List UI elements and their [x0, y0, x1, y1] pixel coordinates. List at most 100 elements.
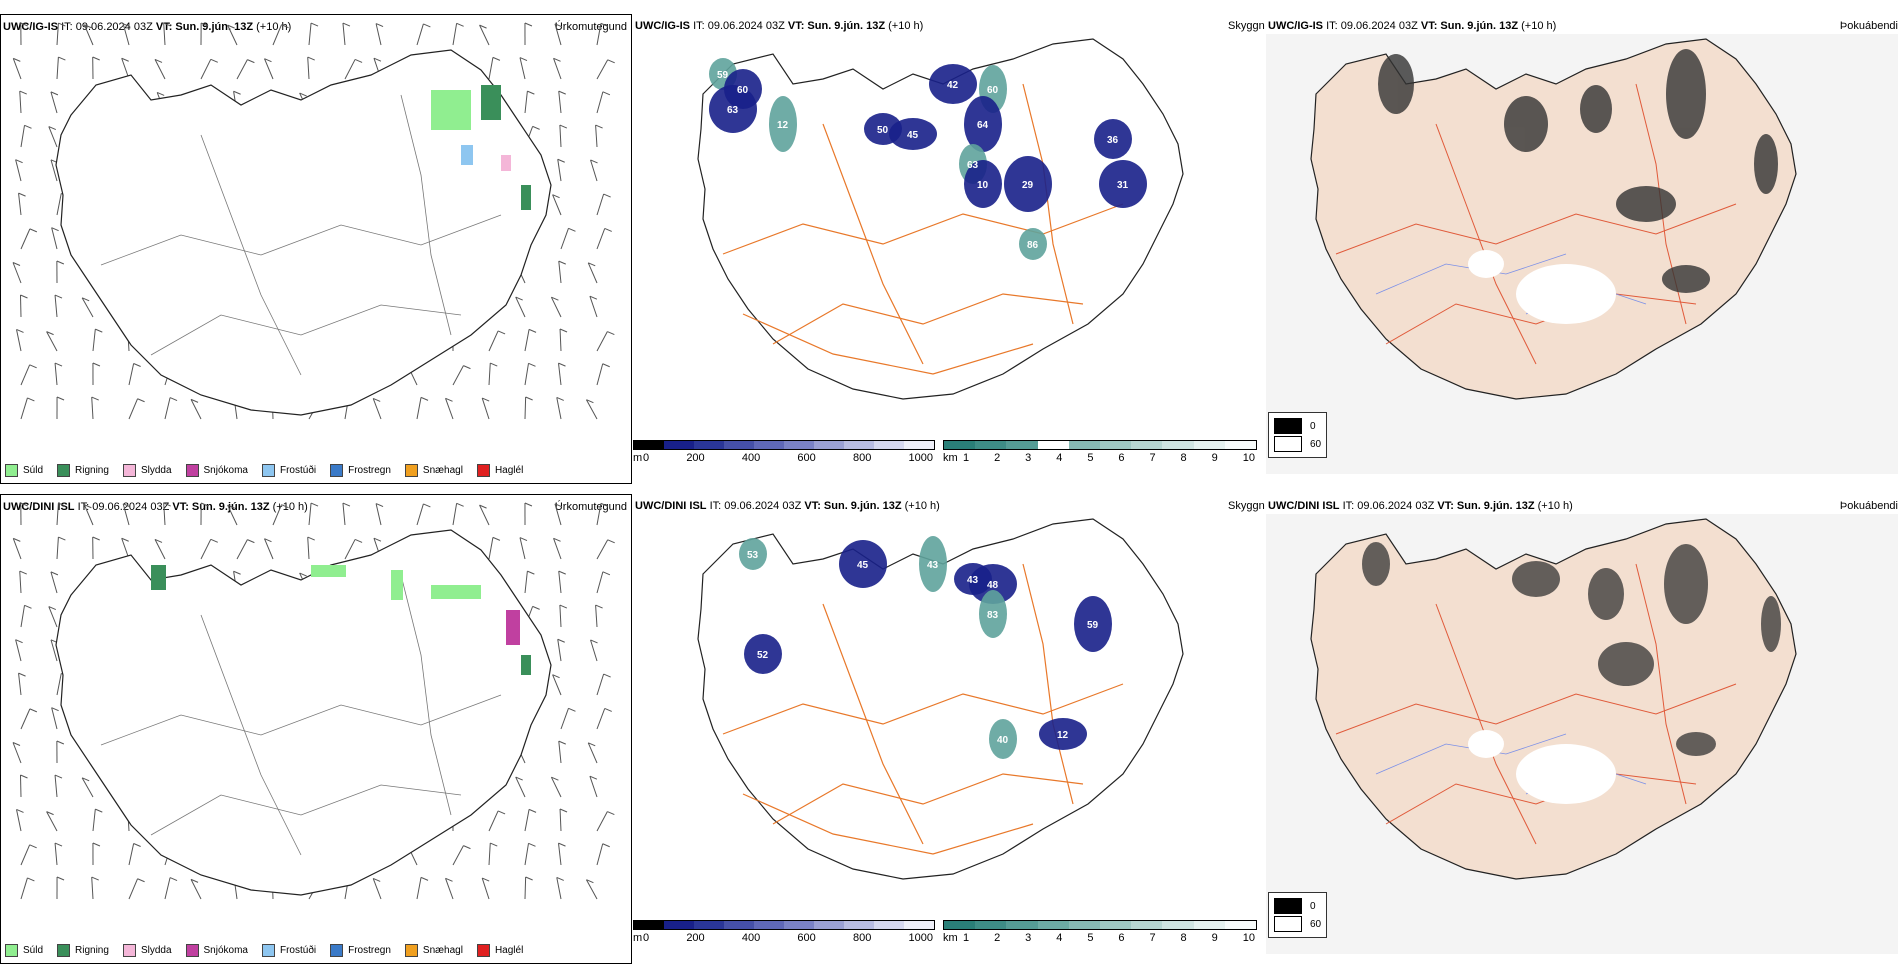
precip-type-map — [1, 495, 632, 964]
ceiling-visibility-panel-2: UWC/DINI ISL IT: 09.06.2024 03Z VT: Sun.… — [633, 494, 1265, 964]
wind-barb — [19, 673, 21, 695]
wind-barb — [165, 878, 170, 899]
wind-barb — [129, 843, 134, 865]
wind-barb-flag — [568, 228, 575, 231]
wind-barb — [92, 397, 93, 419]
wind-barb-flag — [557, 397, 564, 400]
wind-barb-flag — [17, 809, 24, 812]
wind-barb — [21, 878, 27, 899]
legend-swatch — [262, 464, 275, 477]
wind-barb — [55, 843, 57, 865]
wind-barb — [489, 57, 493, 79]
wind-barb — [20, 91, 21, 113]
wind-barb-flag — [601, 503, 608, 506]
wind-barb — [453, 503, 457, 525]
wind-barb — [591, 640, 597, 661]
wind-barb — [591, 160, 597, 181]
wind-barb — [228, 505, 237, 525]
wind-barb — [21, 398, 27, 419]
wind-barb-flag — [525, 23, 532, 26]
wind-barb-flag — [201, 503, 208, 506]
wind-barb — [16, 640, 21, 661]
precip-type-panel-1: UWC/IG-IS IT: 09.06.2024 03Z VT: Sun. 9.… — [0, 14, 632, 484]
wind-barb-flag — [343, 23, 350, 26]
legend-label: Frostúði — [280, 465, 316, 476]
wind-barb-flag — [529, 329, 536, 332]
wind-barb — [560, 125, 561, 147]
wind-barb-flag — [57, 741, 64, 744]
wind-barb-flag — [164, 23, 171, 26]
wind-barb — [264, 59, 273, 79]
wind-barb — [20, 775, 21, 797]
wind-barb-flag — [457, 23, 464, 26]
wind-barb-flag — [529, 809, 536, 812]
wind-barb — [516, 297, 525, 317]
ceiling-label: 10 — [977, 180, 989, 191]
legend-swatch — [186, 944, 199, 957]
wind-barb — [57, 673, 61, 695]
wind-barb-flag — [527, 91, 534, 94]
legend-label: Frostregn — [348, 945, 391, 956]
wind-barb-flag — [30, 845, 37, 848]
wind-barb — [16, 160, 21, 181]
snow-area — [506, 610, 520, 645]
wind-barb-flag — [211, 59, 218, 62]
wind-barb — [52, 228, 57, 249]
ceiling-label: 48 — [987, 580, 999, 591]
wind-barb-flag — [95, 809, 102, 812]
drizzle-area — [311, 565, 346, 577]
wind-barb-flag — [457, 503, 464, 506]
wind-barb — [597, 812, 607, 831]
wind-barb — [343, 503, 345, 525]
wind-barb — [155, 539, 165, 559]
wind-barb — [273, 505, 282, 525]
wind-barb — [129, 363, 134, 385]
wind-barb — [482, 878, 489, 899]
wind-barb — [343, 23, 345, 45]
wind-barb-flag — [55, 775, 62, 778]
wind-barb — [51, 572, 57, 593]
wind-barb — [489, 811, 498, 831]
ceiling-label: 43 — [967, 575, 979, 586]
wind-barb-flag — [55, 363, 62, 366]
wind-barb-flag — [604, 674, 611, 677]
wind-barb-flag — [57, 877, 64, 880]
wind-barb-flag — [58, 23, 65, 26]
wind-barb-flag — [17, 329, 24, 332]
wind-barb — [551, 297, 561, 317]
wind-barb — [597, 540, 608, 559]
visibility-colorbar — [943, 920, 1257, 930]
wind-barb — [597, 332, 607, 351]
wind-barb-flag — [20, 775, 27, 778]
ceiling-label: 36 — [1107, 135, 1119, 146]
ceiling-label: 86 — [1027, 240, 1039, 251]
wind-barb-flag — [282, 505, 289, 508]
wind-barb — [237, 540, 247, 559]
visibility-unit: km — [943, 452, 958, 464]
wind-barb-flag — [247, 60, 254, 63]
wind-barb-flag — [423, 24, 430, 27]
legend-swatch — [330, 944, 343, 957]
wind-barb — [17, 329, 21, 351]
wind-barb — [525, 329, 529, 351]
rain-area-east — [521, 655, 531, 675]
wind-barb-flag — [525, 503, 532, 506]
wind-barb — [57, 537, 58, 559]
ceiling-label: 42 — [947, 80, 959, 91]
wind-barb — [93, 809, 95, 831]
wind-barb — [558, 639, 561, 661]
wind-barb-flag — [234, 91, 241, 94]
wind-barb — [525, 843, 528, 865]
wind-barb-flag — [603, 364, 610, 367]
wind-barb-flag — [30, 365, 37, 368]
wind-barb-flag — [493, 537, 500, 540]
wind-barb — [376, 24, 381, 45]
wind-barb-flag — [605, 228, 612, 231]
wind-barb — [489, 331, 498, 351]
wind-barb — [557, 877, 561, 899]
legend-label: Frostúði — [280, 945, 316, 956]
visibility-colorbar — [943, 440, 1257, 450]
wind-barb-flag — [607, 812, 614, 815]
ceiling-label: 12 — [1057, 730, 1069, 741]
